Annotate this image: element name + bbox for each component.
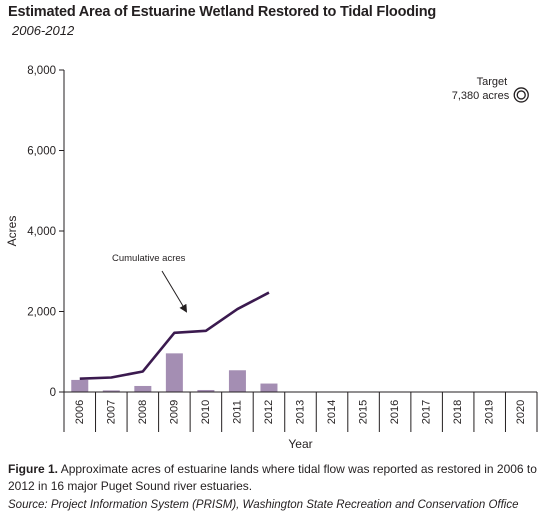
x-tick-label: 2010 — [200, 400, 212, 424]
figure-caption: Figure 1. Approximate acres of estuarine… — [8, 461, 548, 495]
annotation-arrow — [161, 270, 188, 313]
bar-2007 — [102, 390, 120, 392]
x-tick-label: 2014 — [326, 400, 338, 424]
chart-title: Estimated Area of Estuarine Wetland Rest… — [8, 4, 437, 20]
figure-label: Figure 1. — [8, 462, 59, 476]
target-marker — [513, 87, 529, 103]
cumulative-line-label: Cumulative acres — [112, 253, 186, 264]
target-label: Target — [477, 76, 508, 88]
chart-area: 0 2,000 4,000 6,000 8,000 Acres 2006 2007 2008 20… — [5, 65, 538, 451]
x-tick-label: 2016 — [389, 400, 401, 424]
bar-2006 — [71, 379, 89, 392]
x-tick-label: 2007 — [105, 400, 117, 424]
target-value-label: 7,380 acres — [452, 90, 510, 102]
y-tick-label: 4,000 — [27, 226, 56, 238]
x-axis-label: Year — [288, 437, 312, 451]
chart-subtitle: 2006-2012 — [12, 23, 75, 38]
y-tick-label: 2,000 — [27, 307, 56, 319]
y-tick-label: 6,000 — [27, 146, 56, 158]
x-tick-label: 2009 — [168, 400, 180, 424]
y-axis-label: Acres — [5, 216, 19, 247]
figure-caption-text: Approximate acres of estuarine lands whe… — [8, 462, 537, 493]
x-tick-label: 2006 — [74, 400, 86, 424]
x-tick-label: 2015 — [358, 400, 370, 424]
bar-2011 — [228, 370, 246, 392]
x-tick-label: 2018 — [452, 400, 464, 424]
bar-2010 — [197, 389, 215, 392]
x-tick-label: 2013 — [295, 400, 307, 424]
y-tick-label: 8,000 — [27, 65, 56, 77]
x-tick-label: 2020 — [515, 400, 527, 424]
x-tick-label: 2012 — [263, 400, 275, 424]
cumulative-line — [79, 291, 270, 381]
x-tick-label: 2019 — [484, 400, 496, 424]
y-tick-label: 0 — [50, 387, 56, 399]
target-marker-inner — [516, 90, 526, 100]
source-note: Source: Project Information System (PRIS… — [8, 499, 519, 511]
x-tick-label: 2011 — [231, 400, 243, 424]
x-tick-label: 2017 — [421, 400, 433, 424]
bar-2009 — [165, 353, 183, 392]
bar-2012 — [260, 383, 278, 392]
x-tick-label: 2008 — [137, 400, 149, 424]
bar-2008 — [134, 385, 152, 392]
